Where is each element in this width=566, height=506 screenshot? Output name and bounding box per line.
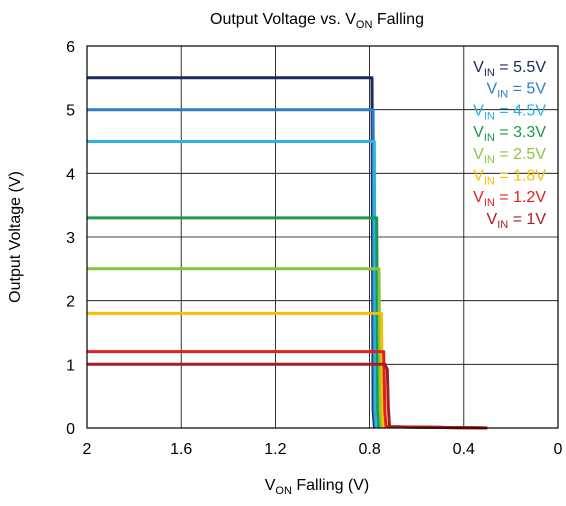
series-line [87, 140, 488, 430]
series-line [87, 267, 488, 430]
x-axis-label-sub: ON [275, 485, 292, 497]
legend-entry-main: V [473, 59, 484, 76]
series-line [87, 311, 488, 430]
legend-entry: VIN = 4.5V [473, 102, 546, 122]
legend-entry-main: V [473, 102, 484, 119]
legend-entry-tail: = 1V [508, 211, 546, 228]
legend-entry: VIN = 2.5V [473, 146, 546, 166]
x-axis-label: VON Falling (V) [265, 477, 370, 497]
y-axis-label: Output Voltage (V) [7, 171, 24, 303]
series-lines [87, 76, 488, 430]
y-tick-label: 2 [66, 294, 75, 311]
legend-entry: VIN = 5.5V [473, 59, 546, 79]
legend-entry-tail: = 3.3V [495, 124, 546, 141]
y-tick-label: 3 [66, 230, 75, 247]
series-line [87, 76, 488, 430]
legend-entry-sub: IN [484, 110, 495, 122]
legend-entry-sub: IN [484, 132, 495, 144]
x-tick-label: 1.6 [170, 441, 192, 458]
x-axis-label-tail: Falling (V) [292, 477, 369, 494]
legend-entry-main: V [473, 168, 484, 185]
legend-entry-sub: IN [484, 176, 495, 188]
legend-entry-tail: = 5V [508, 81, 546, 98]
legend-entry-sub: IN [484, 154, 495, 166]
chart-title-tail: Falling [372, 11, 424, 28]
legend-entry-sub: IN [497, 89, 508, 101]
legend-entry-tail: = 5.5V [495, 59, 546, 76]
legend-entry: VIN = 1.8V [473, 168, 546, 188]
tick-labels: 2 1.6 1.2 0.8 0.4 0 0 1 2 3 4 5 6 [66, 39, 562, 458]
legend-entry-main: V [473, 189, 484, 206]
x-tick-label: 0.4 [453, 441, 475, 458]
legend-entry-main: V [473, 146, 484, 163]
x-tick-label: 0 [554, 441, 563, 458]
legend-entry-main: V [473, 124, 484, 141]
legend-entry-tail: = 1.8V [495, 168, 546, 185]
chart-title-main: Output Voltage vs. V [210, 11, 356, 28]
legend-entry-tail: = 4.5V [495, 102, 546, 119]
x-axis-label-main: V [265, 477, 276, 494]
x-tick-label: 0.8 [358, 441, 380, 458]
y-tick-label: 1 [66, 357, 75, 374]
plot-frame [86, 45, 559, 429]
legend-entry: VIN = 5V [487, 81, 547, 101]
legend-entry-sub: IN [484, 197, 495, 209]
legend-entry: VIN = 3.3V [473, 124, 546, 144]
series-line [87, 216, 488, 430]
legend-entry-tail: = 1.2V [495, 189, 546, 206]
y-tick-label: 5 [66, 103, 75, 120]
legend-entry-sub: IN [484, 67, 495, 79]
legend-entry: VIN = 1V [487, 211, 547, 231]
legend-entry-main: V [487, 211, 498, 228]
legend-entry-sub: IN [497, 219, 508, 231]
y-tick-label: 0 [66, 421, 75, 438]
chart-title: Output Voltage vs. VON Falling [210, 11, 424, 31]
series-line [87, 362, 488, 430]
grid-lines [86, 45, 559, 429]
legend-entry-main: V [487, 81, 498, 98]
y-tick-label: 6 [66, 39, 75, 56]
x-tick-label: 2 [83, 441, 92, 458]
x-tick-label: 1.2 [264, 441, 286, 458]
legend-entry: VIN = 1.2V [473, 189, 546, 209]
y-tick-label: 4 [66, 166, 75, 183]
legend-entry-tail: = 2.5V [495, 146, 546, 163]
chart-title-sub: ON [356, 19, 373, 31]
